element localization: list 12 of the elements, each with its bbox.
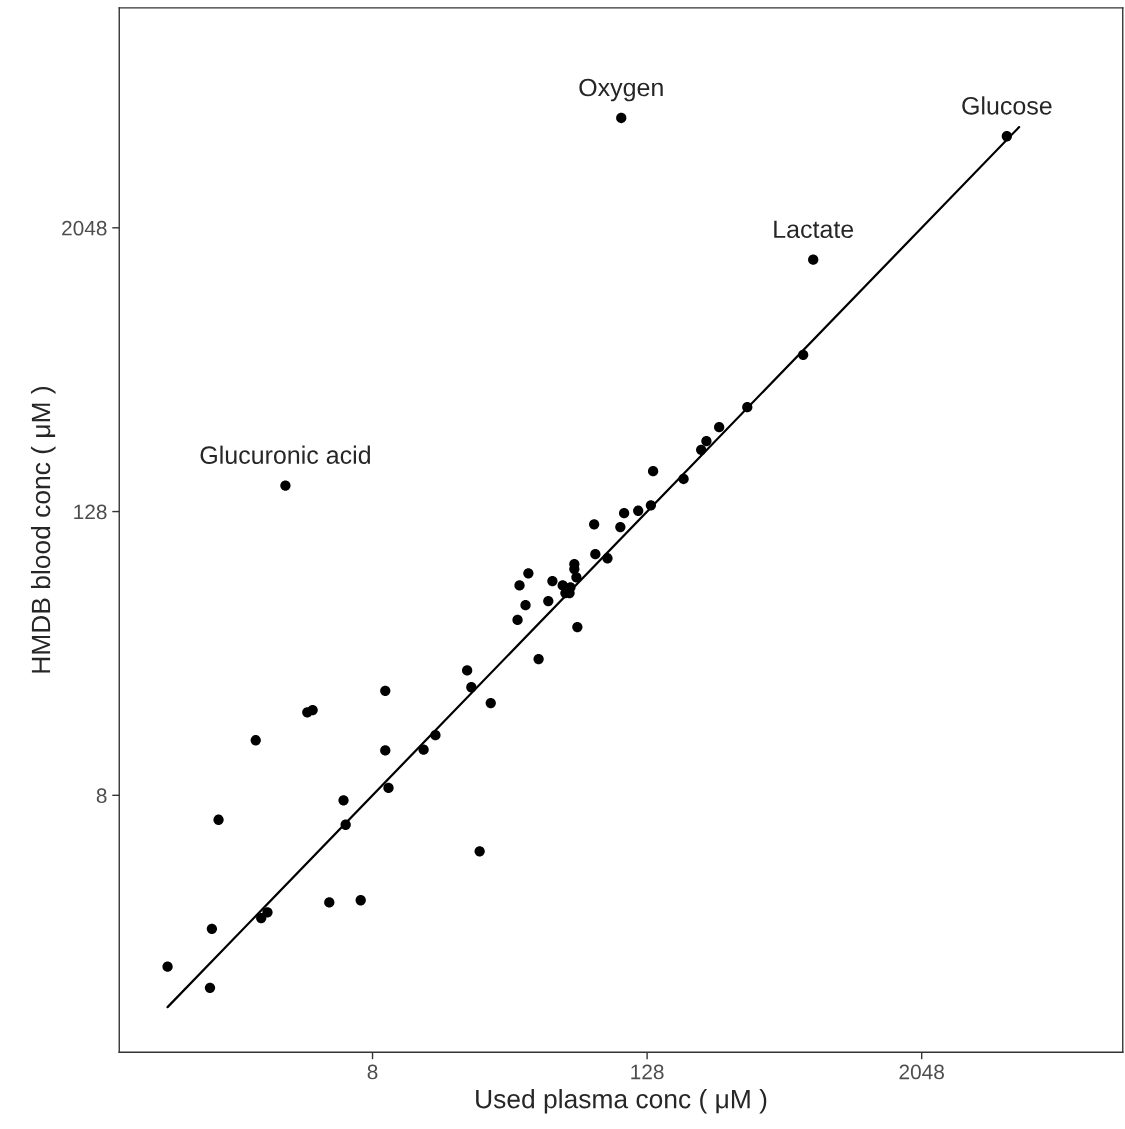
- annotation: Oxygen: [579, 78, 663, 102]
- y-axis-title: HMDB blood conc ( μM ): [30, 386, 56, 673]
- x-tick-label: 8: [367, 1064, 378, 1080]
- annotation: Glucuronic acid: [200, 445, 370, 464]
- x-tick-label: 128: [631, 1064, 664, 1080]
- annotation: Glucose: [962, 96, 1052, 115]
- y-tick-label: 128: [74, 504, 107, 520]
- annotation: Lactate: [774, 220, 854, 239]
- x-axis-title: Used plasma conc ( μM ): [476, 1089, 767, 1114]
- y-tick-label: 2048: [62, 220, 107, 236]
- x-tick-label: 2048: [899, 1064, 944, 1080]
- y-tick-label: 8: [96, 788, 107, 804]
